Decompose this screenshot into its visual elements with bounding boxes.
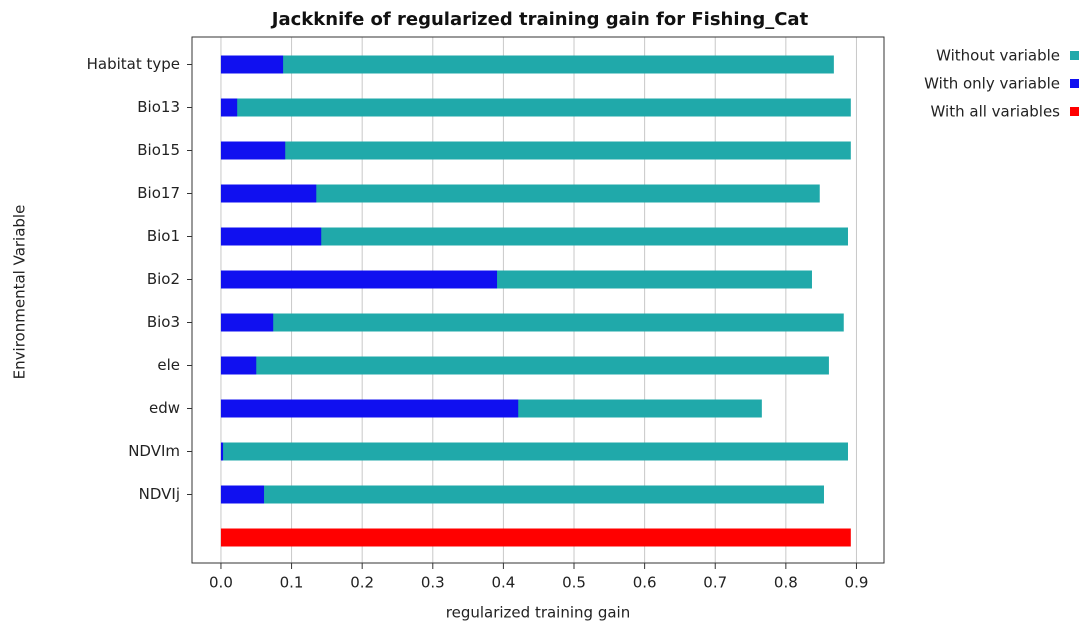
x-tick-label: 0.5 bbox=[562, 574, 586, 592]
y-tick-label: Bio17 bbox=[137, 184, 180, 202]
legend-swatch bbox=[1070, 79, 1079, 88]
chart-title: Jackknife of regularized training gain f… bbox=[270, 9, 809, 30]
plot-frame bbox=[191, 36, 885, 564]
bar bbox=[220, 184, 317, 203]
legend-swatch bbox=[1070, 51, 1079, 60]
bar bbox=[220, 141, 851, 160]
y-axis-label: Environmental Variable bbox=[11, 205, 29, 380]
bar bbox=[220, 442, 848, 461]
legend-swatch bbox=[1070, 107, 1079, 116]
bar bbox=[220, 356, 257, 375]
y-tick-label: ele bbox=[157, 356, 180, 374]
bar bbox=[220, 485, 824, 504]
y-tick-label: NDVIm bbox=[128, 442, 180, 460]
bar bbox=[220, 184, 820, 203]
bar bbox=[220, 270, 498, 289]
legend-label: Without variable bbox=[936, 47, 1060, 65]
y-tick-label: edw bbox=[149, 399, 180, 417]
bar bbox=[220, 227, 848, 246]
bar bbox=[220, 442, 224, 461]
x-tick-label: 0.7 bbox=[703, 574, 727, 592]
x-tick-label: 0.3 bbox=[421, 574, 445, 592]
x-tick-label: 0.0 bbox=[209, 574, 233, 592]
bar bbox=[220, 485, 265, 504]
x-tick-label: 0.8 bbox=[774, 574, 798, 592]
y-tick-label: NDVIj bbox=[139, 485, 180, 503]
bar bbox=[220, 313, 274, 332]
legend-label: With all variables bbox=[931, 103, 1061, 121]
bar bbox=[220, 227, 322, 246]
bar bbox=[220, 528, 851, 547]
bar bbox=[220, 98, 238, 117]
bar bbox=[220, 98, 851, 117]
bar bbox=[220, 399, 519, 418]
bar bbox=[220, 55, 834, 74]
x-tick-label: 0.6 bbox=[633, 574, 657, 592]
y-tick-label: Bio1 bbox=[147, 227, 180, 245]
y-tick-label: Habitat type bbox=[87, 55, 180, 73]
y-tick-label: Bio2 bbox=[147, 270, 180, 288]
y-tick-label: Bio13 bbox=[137, 98, 180, 116]
x-tick-label: 0.1 bbox=[280, 574, 304, 592]
y-tick-label: Bio15 bbox=[137, 141, 180, 159]
bar bbox=[220, 55, 284, 74]
bar bbox=[220, 313, 844, 332]
x-axis-label: regularized training gain bbox=[446, 604, 630, 622]
x-tick-label: 0.4 bbox=[491, 574, 515, 592]
y-tick-label: Bio3 bbox=[147, 313, 180, 331]
bar bbox=[220, 141, 286, 160]
x-tick-label: 0.2 bbox=[350, 574, 374, 592]
x-tick-label: 0.9 bbox=[845, 574, 869, 592]
bar bbox=[220, 356, 829, 375]
legend-label: With only variable bbox=[924, 75, 1060, 93]
